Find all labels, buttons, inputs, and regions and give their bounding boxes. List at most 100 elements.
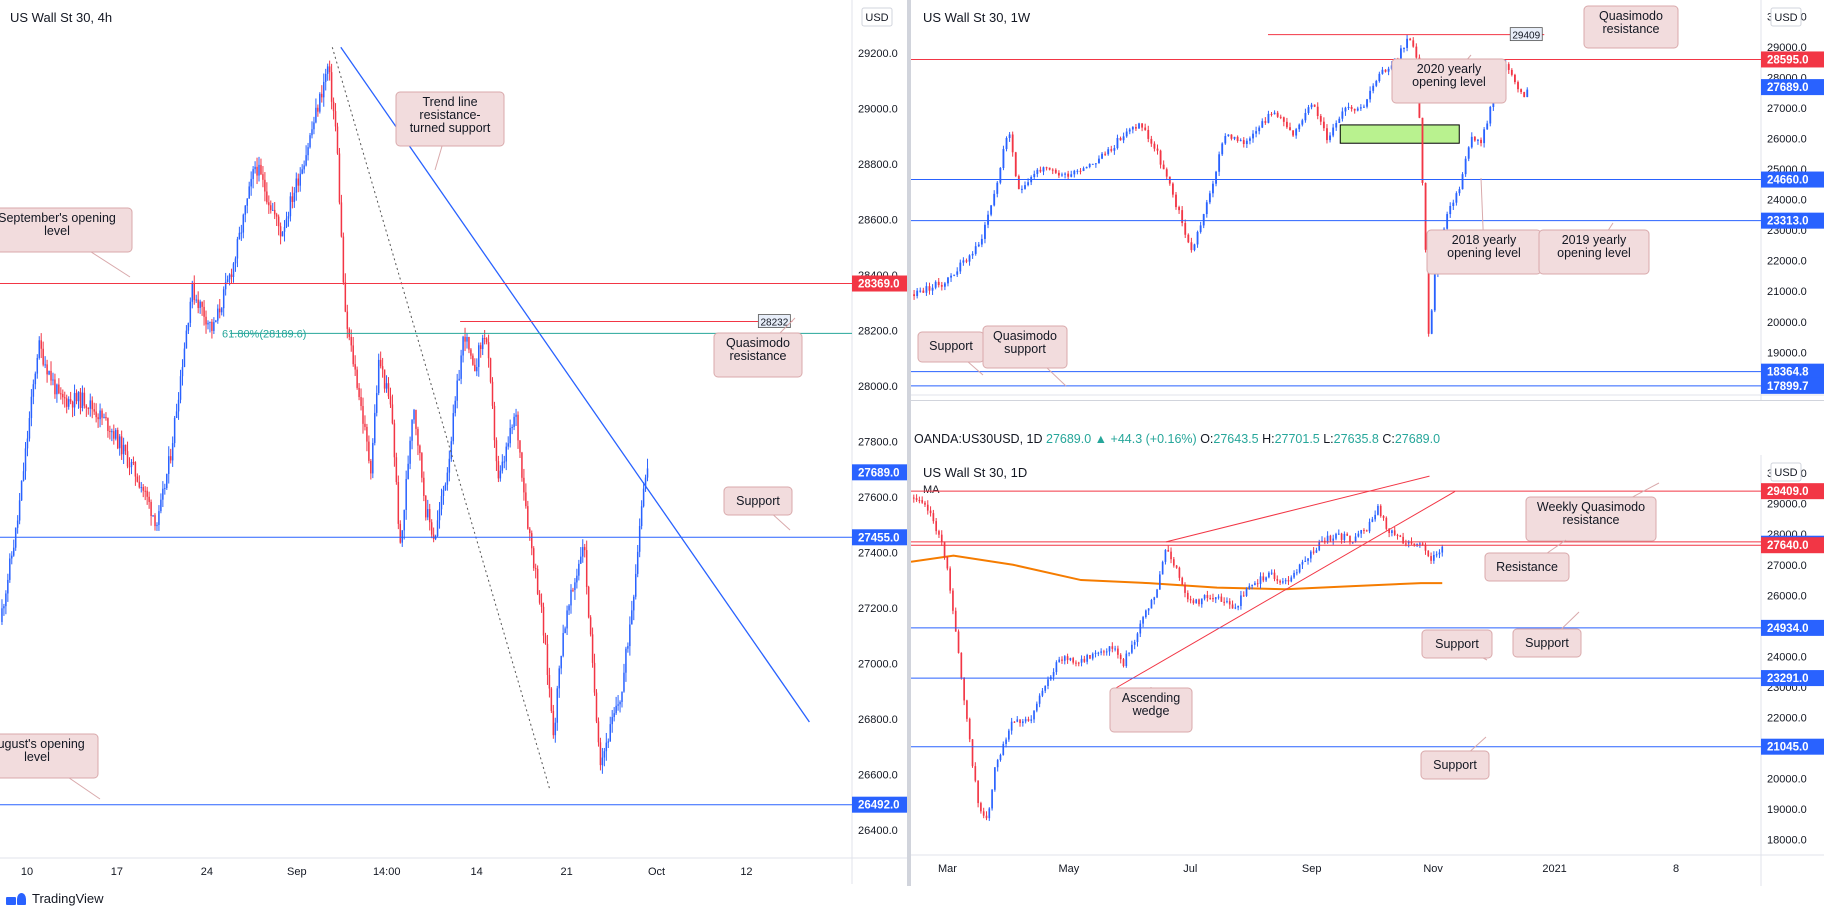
candle — [1005, 737, 1007, 748]
price-tag: 27455.0 — [852, 529, 907, 546]
candle-body — [1374, 514, 1376, 520]
candle — [1195, 598, 1198, 604]
candle-body — [925, 286, 928, 293]
candle-body — [244, 205, 247, 215]
candle-body — [405, 478, 407, 510]
candle-body — [962, 260, 965, 263]
candle-body — [1150, 138, 1153, 144]
y-tick-label: 20000.0 — [1767, 774, 1807, 786]
fib-level-label: 61.80%(28189.6) — [222, 328, 306, 340]
candle-body — [489, 358, 492, 382]
candle — [1079, 168, 1082, 175]
candle-body — [1002, 744, 1005, 755]
candle-body — [531, 533, 533, 549]
candle-body — [1159, 150, 1162, 165]
candle-body — [226, 279, 229, 282]
candle-body — [326, 66, 329, 74]
chart-panel-4h[interactable]: 26400.0 26600.0 26800.0 27000.0 27200.0 27400… — [0, 0, 907, 884]
candle-body — [38, 340, 40, 358]
candle-body — [613, 713, 615, 718]
candle-body — [1337, 533, 1340, 535]
candle-body — [448, 458, 451, 473]
candle — [291, 186, 294, 209]
candle-body — [1473, 136, 1476, 141]
candle-body — [1258, 127, 1261, 132]
candle-body — [1011, 134, 1014, 153]
candle — [499, 465, 502, 482]
candle-body — [362, 406, 364, 424]
candle-body — [1301, 561, 1304, 565]
candle — [959, 259, 962, 274]
chart-4h-canvas[interactable]: 26400.026600.026800.027000.027200.027400… — [0, 0, 907, 884]
candle — [949, 566, 951, 594]
chart-weekly-canvas[interactable]: 18000.019000.020000.021000.022000.023000… — [911, 0, 1824, 400]
candle — [603, 747, 606, 767]
candle-body — [1290, 577, 1293, 582]
candle — [101, 408, 103, 426]
panel-divider-vertical[interactable] — [907, 0, 911, 886]
candle-body — [1168, 176, 1171, 184]
candle-body — [578, 563, 580, 576]
candle-body — [932, 513, 935, 522]
candle-body — [1381, 69, 1384, 74]
candle — [1038, 693, 1041, 708]
candle-body — [268, 202, 270, 206]
price-tag-box — [1761, 51, 1824, 68]
candle — [224, 272, 227, 296]
candle — [266, 182, 268, 205]
price-tag: 24660.0 — [1761, 171, 1824, 188]
candle — [201, 301, 203, 316]
candle-body — [1382, 515, 1385, 518]
callout-text: level — [44, 224, 70, 238]
candle — [1326, 124, 1328, 144]
candle — [242, 213, 245, 239]
candle — [1449, 202, 1452, 218]
candle — [1186, 590, 1189, 603]
candle-body — [615, 705, 617, 714]
candle — [1205, 199, 1208, 218]
candle — [912, 494, 915, 503]
price-tag-value: 29409.0 — [1767, 486, 1809, 498]
candle — [160, 493, 162, 514]
candle — [1293, 570, 1295, 579]
candle-body — [338, 153, 341, 203]
callout-box — [1109, 687, 1193, 733]
candle — [187, 322, 190, 335]
candle-body — [1135, 127, 1137, 129]
candle-body — [309, 135, 311, 148]
candle-body — [507, 443, 509, 447]
candle-body — [621, 691, 623, 703]
candle-body — [109, 430, 111, 432]
candle — [580, 547, 582, 564]
candle-body — [1085, 166, 1088, 169]
candle — [568, 604, 570, 615]
tradingview-logo[interactable]: TradingView — [6, 891, 104, 906]
candle-body — [1242, 140, 1245, 145]
candle — [629, 616, 631, 656]
candle — [83, 387, 86, 409]
candle-body — [1242, 595, 1245, 597]
candle-body — [1101, 153, 1103, 159]
candle-body — [277, 216, 280, 227]
chart-panel-weekly[interactable]: 18000.019000.020000.021000.022000.023000… — [911, 0, 1824, 400]
candle-body — [99, 410, 101, 420]
candle-body — [935, 521, 938, 532]
chart-daily-canvas[interactable]: 18000.019000.020000.021000.022000.023000… — [911, 455, 1824, 886]
callout-text: September's opening — [0, 211, 116, 225]
candle — [1168, 176, 1171, 186]
candle-body — [1103, 651, 1105, 653]
candle — [476, 358, 478, 377]
candle-body — [93, 409, 95, 412]
price-tag-value: 24660.0 — [1767, 175, 1809, 187]
candle-body — [236, 239, 239, 259]
candle-body — [1005, 137, 1008, 150]
candle — [1344, 106, 1347, 116]
panel-divider-horizontal[interactable] — [911, 400, 1824, 401]
chart-panel-daily[interactable]: 18000.019000.020000.021000.022000.023000… — [911, 455, 1824, 886]
candle-body — [1435, 554, 1438, 556]
candle-body — [611, 717, 613, 725]
candle — [340, 194, 343, 238]
candle — [152, 515, 154, 517]
